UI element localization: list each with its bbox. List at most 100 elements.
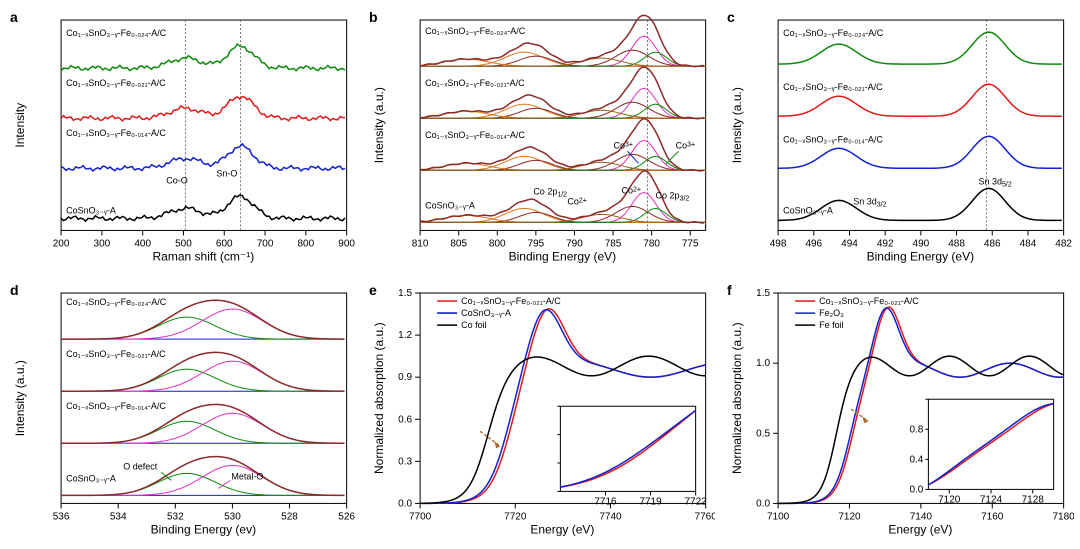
panel-d-annot-odef: O defect [123,461,158,471]
panel-grid: a 200300400500600700800900 Raman shift (… [6,6,1074,543]
panel-a-annot-sno: Sn-O [216,168,237,178]
panel-c-s1: Co₁₋ₓSnO₃₋ᵧ-Fe₀.₀₂₄-A/C [783,28,884,38]
svg-text:300: 300 [94,238,111,249]
panel-f-ylabel: Normalized absorption (a.u.) [730,322,744,474]
panel-c-series [778,32,1062,220]
svg-text:496: 496 [806,238,823,249]
svg-text:7100: 7100 [767,511,790,522]
svg-text:488: 488 [949,238,966,249]
svg-text:7140: 7140 [910,511,933,522]
panel-c-ylabel: Intensity (a.u.) [730,87,744,163]
panel-c-svg: c 498496494492490488486484482 Binding En… [723,6,1074,271]
panel-e-leg-2: CoSnO₃₋ᵧ-A [461,308,511,318]
svg-text:805: 805 [450,238,467,249]
svg-text:498: 498 [770,238,787,249]
svg-text:810: 810 [411,238,428,249]
svg-text:536: 536 [53,511,70,522]
svg-text:0.0: 0.0 [757,498,771,509]
svg-text:528: 528 [281,511,298,522]
svg-text:0.4: 0.4 [910,454,924,465]
panel-b-svg: b 810805800795790785780775 Binding Energ… [365,6,716,271]
svg-text:7124: 7124 [980,494,1003,505]
svg-text:1.0: 1.0 [757,358,771,369]
panel-c-xlabel: Binding Energy (eV) [867,249,975,263]
raman-trace [61,44,345,71]
panel-d: d 536534532530528526 Binding Energy (ev)… [6,279,357,544]
panel-b-s1: Co₁₋ₓSnO₃₋ᵧ-Fe₀.₀₂₄-A/C [425,26,526,36]
panel-a-s2: Co₁₋ₓSnO₃₋ᵧ-Fe₀.₀₂₁-A/C [66,78,166,88]
svg-text:400: 400 [134,238,151,249]
panel-a-label: a [10,9,18,25]
svg-text:7719: 7719 [639,496,662,507]
panel-a-xlabel: Raman shift (cm⁻¹) [152,249,254,263]
svg-text:785: 785 [604,238,621,249]
svg-text:600: 600 [216,238,233,249]
panel-a-axes: 200300400500600700800900 Raman shift (cm… [13,20,355,263]
panel-f-label: f [727,282,732,298]
panel-a-svg: a 200300400500600700800900 Raman shift (… [6,6,357,271]
svg-text:1.5: 1.5 [757,288,771,299]
panel-b-s2: Co₁₋ₓSnO₃₋ᵧ-Fe₀.₀₂₁-A/C [425,78,525,88]
panel-f-legend: Co₁₋ₓSnO₃₋ᵧ-Fe₀.₀₂₁-A/C Fe₂O₃ Fe foil [795,296,919,330]
panel-e-svg: e 7700772077407760 0.00.30.60.91.21.5 En… [365,279,716,544]
svg-text:534: 534 [110,511,127,522]
panel-f-leg-3: Fe foil [820,320,845,330]
svg-text:7722: 7722 [684,496,707,507]
panel-b-annot-2p12: Co 2p1/2 [533,186,567,198]
panel-b-ylabel: Intensity (a.u.) [372,87,386,163]
panel-d-s4: CoSnO₃₋ᵧ-A [66,473,116,483]
panel-e-inset: 7716 7719 7722 [557,406,707,507]
panel-d-ylabel: Intensity (a.u.) [13,360,27,436]
panel-e-label: e [369,282,377,298]
svg-text:0.9: 0.9 [398,372,412,383]
panel-d-s2: Co₁₋ₓSnO₃₋ᵧ-Fe₀.₀₂₁-A/C [66,349,166,359]
panel-b-annot-2p32: Co 2p3/2 [655,190,689,202]
svg-text:700: 700 [257,238,274,249]
svg-text:7760: 7760 [694,511,715,522]
svg-text:526: 526 [338,511,355,522]
panel-c-s3: Co₁₋ₓSnO₃₋ᵧ-Fe₀.₀₁₄-A/C [783,134,883,144]
svg-text:800: 800 [298,238,315,249]
panel-c-annot-3d32: Sn 3d3/2 [854,196,887,208]
svg-text:900: 900 [338,238,355,249]
svg-text:7716: 7716 [594,496,617,507]
svg-text:7740: 7740 [599,511,622,522]
panel-f-leg-1: Co₁₋ₓSnO₃₋ᵧ-Fe₀.₀₂₁-A/C [820,296,920,306]
svg-text:0.8: 0.8 [910,424,924,435]
panel-c-s2: Co₁₋ₓSnO₃₋ᵧ-Fe₀.₀₂₁-A/C [783,82,883,92]
panel-f-inset: 7120712471280.00.40.8 [910,399,1054,505]
panel-e-leg-3: Co foil [461,320,487,330]
svg-text:775: 775 [682,238,699,249]
panel-d-series [61,300,345,495]
panel-f-xlabel: Energy (eV) [889,522,953,536]
svg-text:492: 492 [877,238,894,249]
raman-trace [61,144,345,171]
panel-d-label: d [10,282,19,298]
svg-text:494: 494 [841,238,858,249]
svg-text:790: 790 [566,238,583,249]
panel-b-annot-co2b: Co2+ [621,185,641,195]
svg-text:7700: 7700 [409,511,432,522]
panel-c-label: c [727,9,735,25]
panel-c: c 498496494492490488486484482 Binding En… [723,6,1074,271]
svg-text:1.2: 1.2 [398,330,412,341]
svg-text:482: 482 [1056,238,1073,249]
panel-f-leg-2: Fe₂O₃ [820,308,845,318]
svg-text:1.5: 1.5 [398,288,412,299]
panel-f: f 71007120714071607180 0.00.51.01.5 Ener… [723,279,1074,544]
svg-text:7120: 7120 [839,511,862,522]
panel-b: b 810805800795790785780775 Binding Energ… [365,6,716,271]
svg-text:0.3: 0.3 [398,456,412,467]
svg-text:530: 530 [224,511,241,522]
svg-text:200: 200 [53,238,70,249]
svg-text:490: 490 [913,238,930,249]
panel-d-annot-metalo: Metal-O [231,471,263,481]
svg-text:780: 780 [643,238,660,249]
svg-text:486: 486 [984,238,1001,249]
panel-d-s1: Co₁₋ₓSnO₃₋ᵧ-Fe₀.₀₂₄-A/C [66,297,167,307]
svg-text:0.0: 0.0 [910,484,924,495]
svg-text:7160: 7160 [981,511,1004,522]
panel-f-series [778,307,1064,503]
panel-d-xlabel: Binding Energy (ev) [151,522,257,536]
svg-text:7120: 7120 [938,494,961,505]
